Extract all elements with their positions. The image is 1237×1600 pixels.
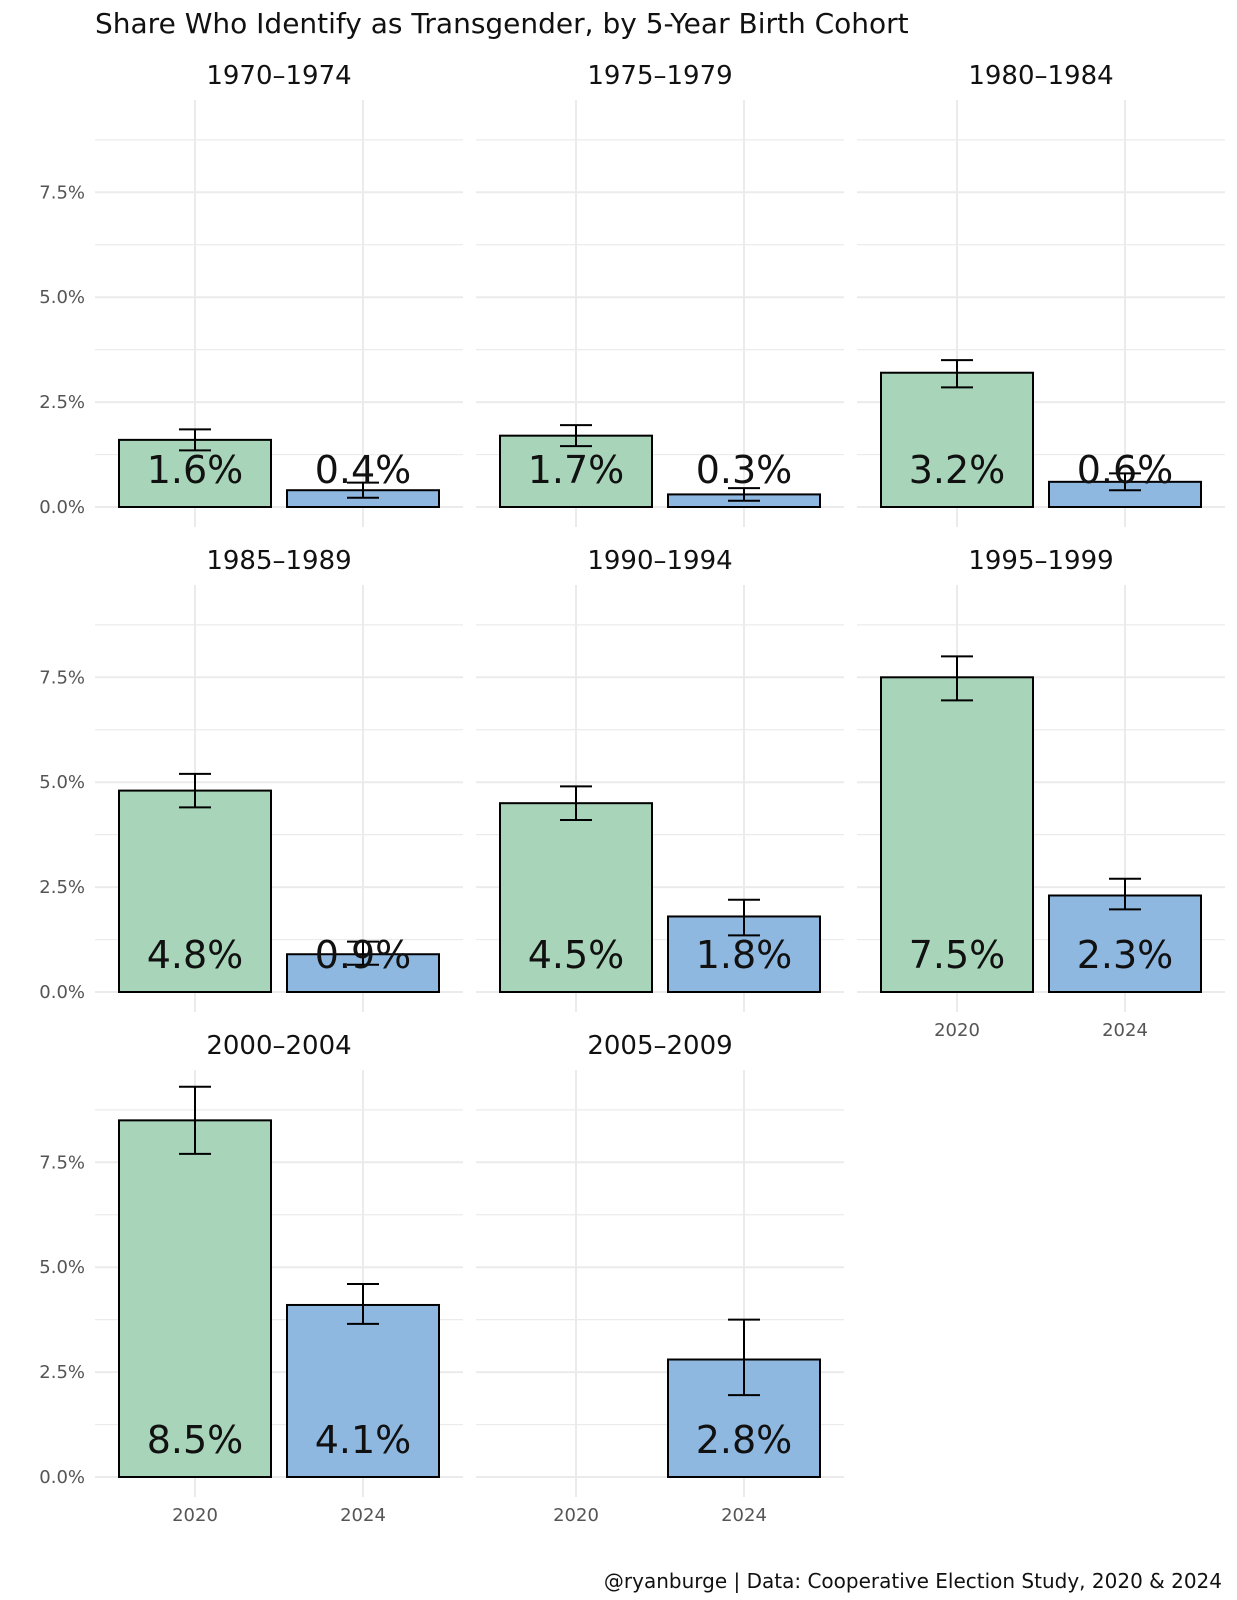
bar-2020 xyxy=(880,676,1034,993)
bar-value-label: 0.3% xyxy=(696,448,793,492)
facet-title: 1980–1984 xyxy=(968,61,1113,91)
facet-grid xyxy=(476,1070,844,1497)
facet-title: 1995–1999 xyxy=(968,546,1113,576)
bar-value-label: 0.9% xyxy=(315,933,412,977)
y-tick-label: 5.0% xyxy=(39,287,85,308)
error-bar xyxy=(347,940,379,966)
bar-2020 xyxy=(880,371,1034,508)
bar-2024 xyxy=(1048,894,1202,994)
error-bar xyxy=(347,1282,379,1325)
facet-title: 1985–1989 xyxy=(206,546,351,576)
bar-value-label: 3.2% xyxy=(909,448,1006,492)
y-tick-label: 0.0% xyxy=(39,1467,85,1488)
bar-2020 xyxy=(118,789,272,994)
y-tick-label: 5.0% xyxy=(39,1257,85,1278)
error-bar xyxy=(728,487,760,502)
y-tick-label: 0.0% xyxy=(39,982,85,1003)
x-tick-label: 2020 xyxy=(934,1020,980,1041)
x-tick-label: 2024 xyxy=(1102,1020,1148,1041)
error-bar xyxy=(179,772,211,809)
bar-value-label: 1.8% xyxy=(696,933,793,977)
y-tick-label: 7.5% xyxy=(39,182,85,203)
error-bar xyxy=(560,785,592,821)
error-bar xyxy=(941,655,973,702)
error-bar xyxy=(728,898,760,937)
bar-value-label: 4.1% xyxy=(315,1418,412,1462)
bar-value-label: 8.5% xyxy=(147,1418,244,1462)
y-tick-label: 0.0% xyxy=(39,497,85,518)
x-tick-label: 2024 xyxy=(721,1505,767,1526)
bar-value-label: 2.8% xyxy=(696,1418,793,1462)
y-tick-label: 2.5% xyxy=(39,1362,85,1383)
y-tick-label: 7.5% xyxy=(39,1152,85,1173)
error-bar xyxy=(728,1318,760,1397)
facet-title: 1975–1979 xyxy=(587,61,732,91)
y-tick-label: 2.5% xyxy=(39,877,85,898)
bar-value-label: 1.6% xyxy=(147,448,244,492)
facet-title: 2005–2009 xyxy=(587,1031,732,1061)
mark-layer: 1970–1974 0.0% 2.5% 5.0% 7.5% 1.6% 0.4% 1975–19… xyxy=(39,61,1202,1526)
bar-2020 xyxy=(499,434,653,508)
bar-value-label: 0.6% xyxy=(1077,448,1174,492)
x-tick-label: 2024 xyxy=(340,1505,386,1526)
bar-value-label: 4.8% xyxy=(147,933,244,977)
chart-title: Share Who Identify as Transgender, by 5-… xyxy=(95,7,909,40)
bar-2024 xyxy=(286,1303,440,1479)
error-bar xyxy=(179,428,211,452)
error-bar xyxy=(1109,877,1141,911)
bar-2020 xyxy=(499,802,653,993)
error-bar xyxy=(941,359,973,389)
y-tick-label: 7.5% xyxy=(39,667,85,688)
bar-value-label: 7.5% xyxy=(909,933,1006,977)
y-tick-label: 5.0% xyxy=(39,772,85,793)
facet-title: 2000–2004 xyxy=(206,1031,351,1061)
facet-title: 1970–1974 xyxy=(206,61,351,91)
x-tick-label: 2020 xyxy=(553,1505,599,1526)
bar-value-label: 4.5% xyxy=(528,933,625,977)
bar-value-label: 0.4% xyxy=(315,448,412,492)
error-bar xyxy=(1109,472,1141,492)
error-bar xyxy=(347,481,379,499)
y-tick-label: 2.5% xyxy=(39,392,85,413)
chart-caption: @ryanburge | Data: Cooperative Election … xyxy=(604,1569,1222,1593)
error-bar xyxy=(560,424,592,448)
x-tick-label: 2020 xyxy=(172,1505,218,1526)
bar-value-label: 2.3% xyxy=(1077,933,1174,977)
bar-value-label: 1.7% xyxy=(528,448,625,492)
facet-title: 1990–1994 xyxy=(587,546,732,576)
error-bar xyxy=(179,1085,211,1155)
